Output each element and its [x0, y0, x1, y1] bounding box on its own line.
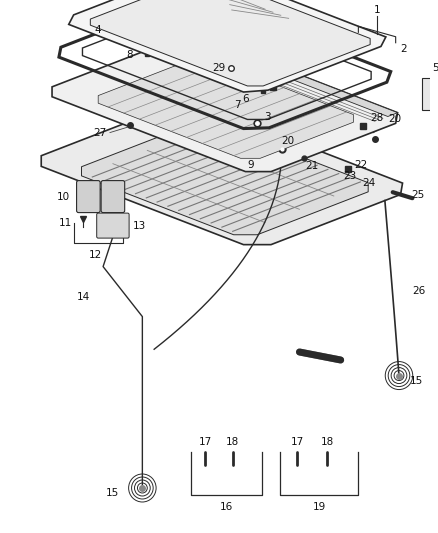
Text: 20: 20 — [281, 136, 294, 146]
FancyBboxPatch shape — [97, 213, 129, 238]
Polygon shape — [81, 124, 368, 235]
Polygon shape — [422, 78, 438, 110]
Text: 20: 20 — [388, 114, 401, 124]
Text: 13: 13 — [133, 221, 146, 231]
Text: 28: 28 — [371, 113, 384, 123]
Text: 15: 15 — [410, 376, 423, 385]
Text: 7: 7 — [234, 100, 241, 110]
Text: 17: 17 — [291, 437, 304, 447]
Text: 8: 8 — [126, 50, 133, 60]
FancyBboxPatch shape — [77, 181, 100, 213]
Text: 26: 26 — [413, 286, 426, 296]
Text: 23: 23 — [343, 171, 356, 181]
Text: 4: 4 — [95, 25, 102, 35]
Text: 11: 11 — [59, 217, 72, 228]
Polygon shape — [98, 60, 353, 158]
Polygon shape — [90, 0, 370, 86]
Polygon shape — [41, 105, 403, 245]
FancyBboxPatch shape — [101, 181, 125, 213]
Text: 14: 14 — [77, 292, 90, 302]
Text: 10: 10 — [57, 191, 71, 201]
Text: 17: 17 — [198, 437, 212, 447]
Text: 24: 24 — [363, 178, 376, 188]
Text: 22: 22 — [355, 160, 368, 171]
Text: 25: 25 — [412, 190, 425, 200]
Text: 2: 2 — [400, 44, 407, 54]
Text: 18: 18 — [320, 437, 334, 447]
Polygon shape — [52, 38, 398, 172]
Text: 9: 9 — [247, 160, 254, 170]
Text: 15: 15 — [106, 488, 120, 498]
Text: 1: 1 — [374, 4, 380, 14]
Polygon shape — [69, 0, 386, 92]
Polygon shape — [194, 38, 398, 117]
Text: 29: 29 — [212, 63, 226, 73]
Text: 12: 12 — [88, 249, 102, 260]
Text: 19: 19 — [312, 502, 326, 512]
Text: 18: 18 — [226, 437, 239, 447]
Text: 21: 21 — [306, 161, 319, 171]
Text: 27: 27 — [94, 127, 107, 138]
Text: 3: 3 — [264, 112, 270, 122]
Text: 6: 6 — [242, 94, 249, 104]
Text: 16: 16 — [220, 502, 233, 512]
Text: 5: 5 — [433, 63, 438, 74]
